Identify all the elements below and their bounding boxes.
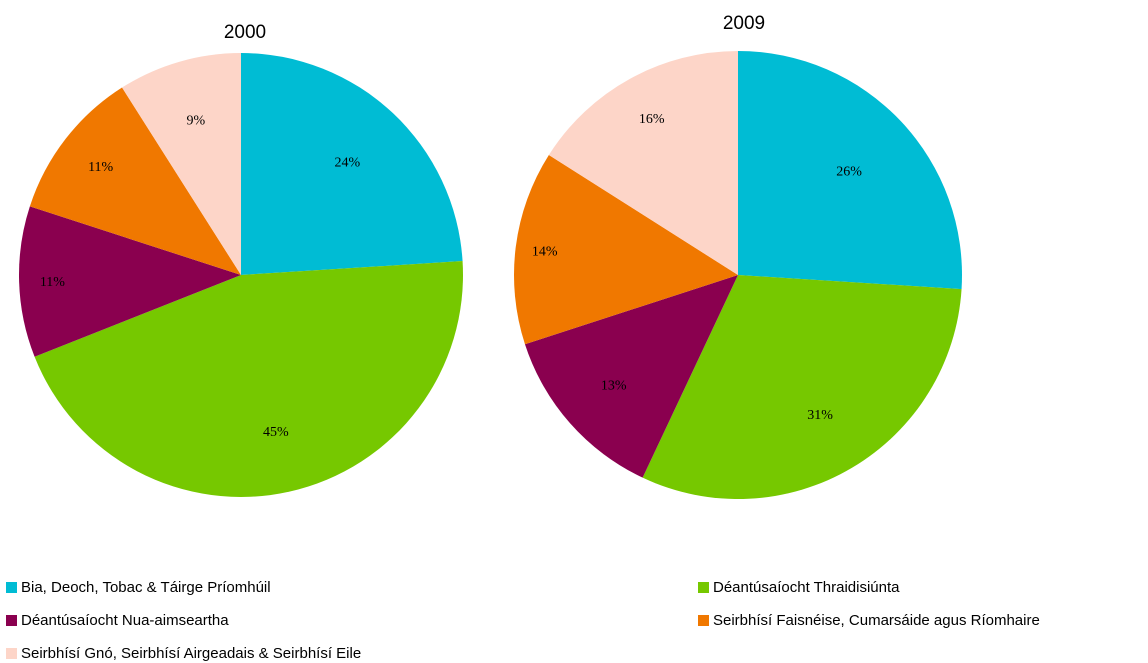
pie-slice-2000-faisneise [29, 87, 242, 275]
pie-2000: 24% 45% 11% 11% 9% [19, 53, 463, 497]
data-label-2000-seirbhisi-gno: 9% [186, 113, 205, 128]
legend-swatch-seirbhisi-gno [6, 647, 17, 659]
pie-slice-2009-thraidisiunta [642, 275, 962, 499]
pie-slice-2000-thraidisiunta [34, 261, 463, 497]
pie-slice-2009-faisneise [514, 154, 738, 345]
data-label-2009-thraidisiunta: 31% [807, 408, 833, 423]
data-label-2009-nua-aimseartha: 13% [601, 379, 627, 394]
pie-slice-2009-seirbhisi-gno [548, 51, 738, 275]
legend-swatch-nua-aimseartha [6, 614, 17, 626]
legend: Bia, Deoch, Tobac & Táirge Príomhúil Déa… [0, 575, 1148, 663]
legend-item-bia: Bia, Deoch, Tobac & Táirge Príomhúil [6, 577, 271, 597]
legend-swatch-bia [6, 581, 17, 593]
legend-label-thraidisiunta: Déantúsaíocht Thraidisiúnta [713, 578, 900, 596]
pie-title-2000: 2000 [224, 22, 266, 43]
legend-label-faisneise: Seirbhísí Faisnéise, Cumarsáide agus Río… [713, 611, 1040, 629]
data-label-2009-faisneise: 14% [532, 245, 558, 260]
pie-slice-2009-bia [738, 51, 962, 290]
data-label-2000-nua-aimseartha: 11% [40, 275, 65, 290]
data-label-2000-bia: 24% [335, 156, 361, 171]
data-label-2000-thraidisiunta: 45% [263, 425, 289, 440]
pie-2009: 26% 31% 13% 14% 16% [514, 51, 962, 499]
legend-swatch-thraidisiunta [698, 581, 709, 593]
pie-slice-2000-seirbhisi-gno [122, 53, 241, 275]
pie-title-2009: 2009 [723, 13, 765, 34]
legend-label-nua-aimseartha: Déantúsaíocht Nua-aimseartha [21, 611, 229, 629]
legend-label-seirbhisi-gno: Seirbhísí Gnó, Seirbhísí Airgeadais & Se… [21, 644, 362, 662]
legend-item-nua-aimseartha: Déantúsaíocht Nua-aimseartha [6, 610, 229, 630]
legend-swatch-faisneise [698, 614, 709, 626]
data-label-2009-seirbhisi-gno: 16% [639, 112, 665, 127]
legend-item-seirbhisi-gno: Seirbhísí Gnó, Seirbhísí Airgeadais & Se… [6, 643, 361, 663]
data-label-2000-faisneise: 11% [88, 160, 113, 175]
pie-slice-2009-nua-aimseartha [524, 275, 738, 478]
legend-item-thraidisiunta: Déantúsaíocht Thraidisiúnta [698, 577, 900, 597]
data-label-2009-bia: 26% [836, 165, 862, 180]
pie-slice-2000-bia [241, 53, 463, 275]
legend-item-faisneise: Seirbhísí Faisnéise, Cumarsáide agus Río… [698, 610, 1040, 630]
legend-label-bia: Bia, Deoch, Tobac & Táirge Príomhúil [21, 578, 271, 596]
pie-slice-2000-nua-aimseartha [19, 206, 241, 357]
